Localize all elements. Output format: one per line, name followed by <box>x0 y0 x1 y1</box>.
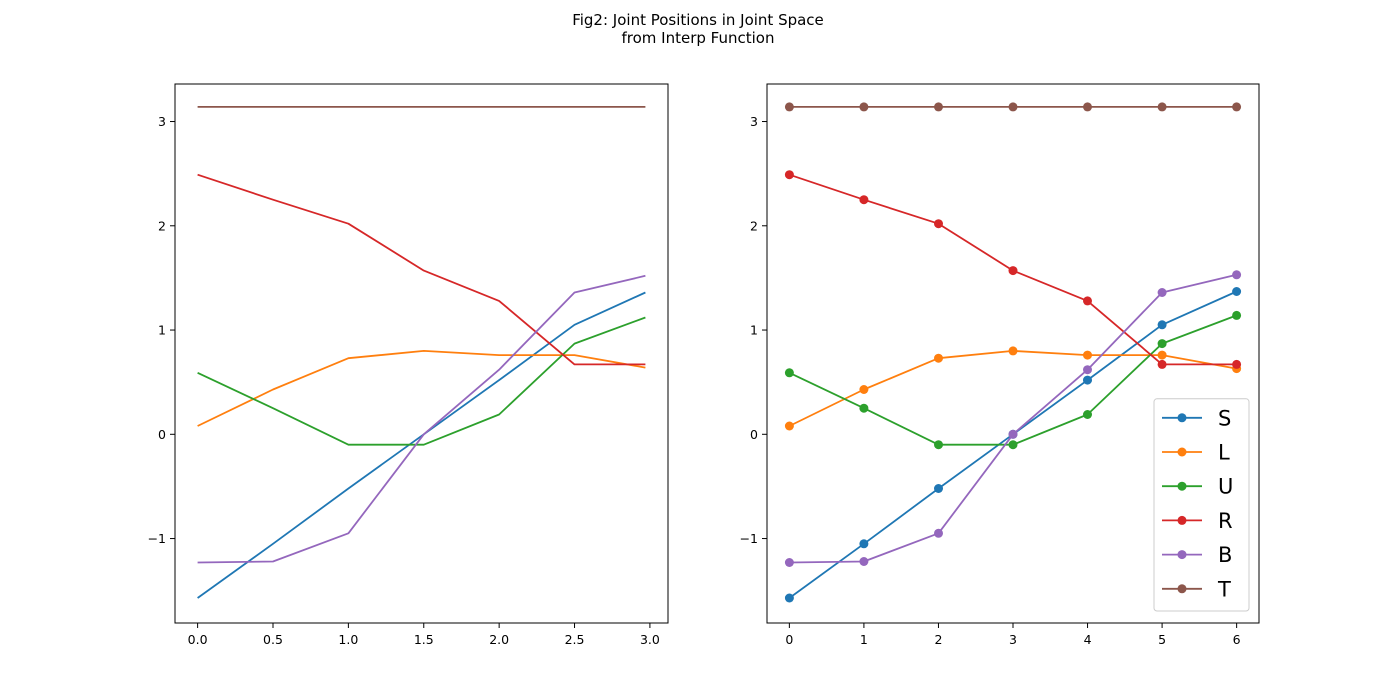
data-point-l <box>934 353 943 363</box>
x-tick-label: 0.0 <box>188 632 208 647</box>
data-point-r <box>1083 296 1092 306</box>
x-tick-label: 0 <box>785 632 793 647</box>
figure-title-line2: from Interp Function <box>622 29 775 47</box>
data-point-b <box>1083 365 1092 375</box>
figure-title-line1: Fig2: Joint Positions in Joint Space <box>572 11 824 29</box>
legend-label-b: B <box>1218 543 1232 567</box>
data-point-s <box>1157 320 1167 330</box>
series-line-5 <box>197 274 646 564</box>
y-tick-label: −1 <box>740 531 758 546</box>
y-tick-label: −1 <box>148 531 166 546</box>
legend-label-s: S <box>1218 406 1231 430</box>
data-point-r <box>934 219 943 229</box>
data-point-t <box>1157 102 1167 112</box>
legend-box <box>1153 398 1250 612</box>
data-point-u <box>1157 339 1167 349</box>
legend-label-t: T <box>1217 577 1231 601</box>
data-point-l <box>859 385 869 394</box>
y-tick-label: 0 <box>750 427 758 442</box>
data-point-s <box>934 484 943 493</box>
x-tick-label: 1 <box>860 632 868 647</box>
legend-marker-u <box>1177 481 1187 491</box>
data-point-u <box>1008 440 1018 450</box>
x-tick-label: 3 <box>1009 632 1017 647</box>
data-point-t <box>934 102 943 112</box>
y-tick-label: 0 <box>158 427 166 442</box>
data-point-l <box>784 421 794 431</box>
data-point-b <box>1232 270 1242 280</box>
data-point-u <box>1083 410 1092 419</box>
series-line-4 <box>197 173 646 366</box>
legend-marker-b <box>1177 550 1187 560</box>
data-point-u <box>934 440 943 450</box>
data-point-b <box>784 558 794 567</box>
x-tick-label: 1.5 <box>414 632 434 647</box>
y-tick-label: 2 <box>750 218 758 233</box>
left-plot: 0.0 0.5 1.0 1.5 2.0 2.5 3.0 −1 0 1 2 3 <box>148 83 669 647</box>
x-tick-label: 2.5 <box>565 632 585 647</box>
data-point-l <box>1083 350 1092 360</box>
x-tick-label: 1.0 <box>338 632 358 647</box>
data-point-r <box>1232 359 1242 369</box>
data-point-r <box>1008 266 1018 276</box>
legend-marker-t <box>1177 584 1187 594</box>
legend-marker-s <box>1177 413 1187 423</box>
y-tick-label: 3 <box>158 114 166 129</box>
y-tick-label: 1 <box>750 323 758 338</box>
series-line-3 <box>197 316 646 446</box>
data-point-b <box>859 557 869 566</box>
data-point-b <box>1157 288 1167 297</box>
data-point-r <box>859 195 869 205</box>
data-point-s <box>1232 287 1242 296</box>
data-point-u <box>859 403 869 413</box>
x-tick-label: 2.0 <box>489 632 509 647</box>
x-tick-label: 0.5 <box>263 632 283 647</box>
data-point-t <box>1232 102 1242 112</box>
x-tick-label: 4 <box>1084 632 1092 647</box>
data-point-t <box>859 102 869 112</box>
data-point-b <box>934 528 943 538</box>
data-point-r <box>784 170 794 180</box>
data-point-s <box>859 539 869 549</box>
data-point-s <box>1083 375 1092 385</box>
legend-label-u: U <box>1218 475 1233 499</box>
data-point-t <box>1083 102 1092 112</box>
x-tick-label: 2 <box>934 632 942 647</box>
data-point-u <box>1232 310 1242 320</box>
data-point-t <box>1008 102 1018 112</box>
legend-label-l: L <box>1218 441 1230 465</box>
legend-marker-l <box>1177 447 1187 457</box>
data-point-b <box>1008 429 1018 439</box>
legend-marker-r <box>1177 515 1187 525</box>
x-tick-label: 6 <box>1233 632 1241 647</box>
axes-frame <box>174 83 669 624</box>
y-tick-label: 1 <box>158 323 166 338</box>
y-tick-label: 2 <box>158 218 166 233</box>
x-tick-label: 3.0 <box>640 632 660 647</box>
x-tick-label: 5 <box>1158 632 1166 647</box>
legend-label-r: R <box>1218 509 1233 533</box>
series-line-2 <box>197 349 646 427</box>
data-point-u <box>784 368 794 378</box>
data-point-s <box>784 593 794 603</box>
data-point-r <box>1157 359 1167 369</box>
data-point-l <box>1157 350 1167 360</box>
data-point-l <box>1008 346 1018 356</box>
data-point-t <box>784 102 794 112</box>
y-tick-label: 3 <box>750 114 758 129</box>
